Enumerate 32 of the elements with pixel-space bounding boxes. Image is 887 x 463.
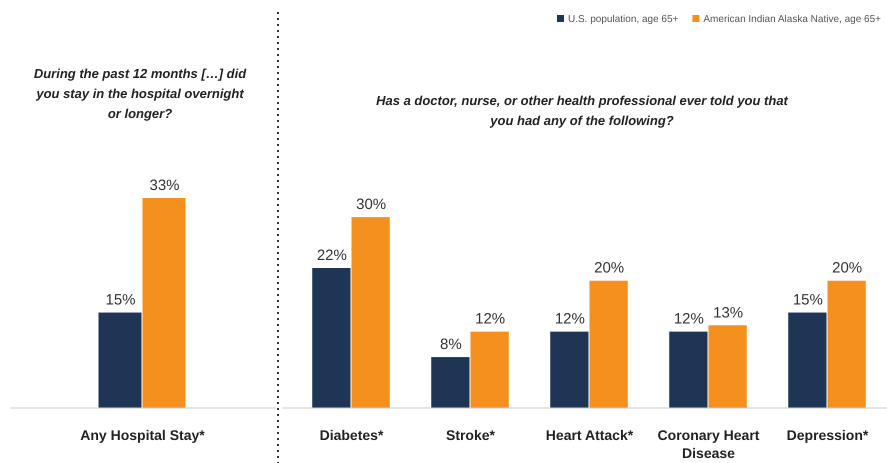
bar <box>708 325 747 408</box>
legend-label: American Indian Alaska Native, age 65+ <box>703 14 882 25</box>
bar <box>550 332 588 408</box>
data-label: 13% <box>713 304 744 322</box>
x-tick-label: Heart Attack* <box>546 427 634 443</box>
legend-label: U.S. population, age 65+ <box>568 14 679 25</box>
x-tick-label: Stroke* <box>446 427 496 443</box>
bar <box>352 217 390 408</box>
bar <box>431 357 470 408</box>
chart-title: During the past 12 months […] did you stay in the hospital overnight or longer? <box>34 66 248 121</box>
x-tick-label: Diabetes* <box>320 427 384 443</box>
data-label: 15% <box>105 292 136 309</box>
data-label: 12% <box>554 310 585 328</box>
data-label: 12% <box>475 310 506 328</box>
bar <box>828 280 866 408</box>
bar <box>788 312 826 408</box>
data-label: 20% <box>594 260 624 277</box>
data-label: 30% <box>356 196 386 214</box>
x-tick-label: Coronary Heart Disease <box>658 427 760 461</box>
data-label: 20% <box>832 260 862 277</box>
bar <box>312 268 350 408</box>
data-label: 12% <box>674 310 704 328</box>
bar <box>669 332 708 408</box>
data-label: 22% <box>316 247 347 264</box>
x-tick-label: Any Hospital Stay* <box>80 427 206 443</box>
chart-title: Has a doctor, nurse, or other health professional ever told you that you had any of the following? <box>376 93 789 128</box>
data-label: 15% <box>792 292 823 309</box>
data-label: 8% <box>440 336 462 354</box>
bar <box>590 280 628 408</box>
bar <box>470 332 509 408</box>
x-tick-label: Depression* <box>786 427 869 443</box>
data-label: 33% <box>149 177 180 194</box>
